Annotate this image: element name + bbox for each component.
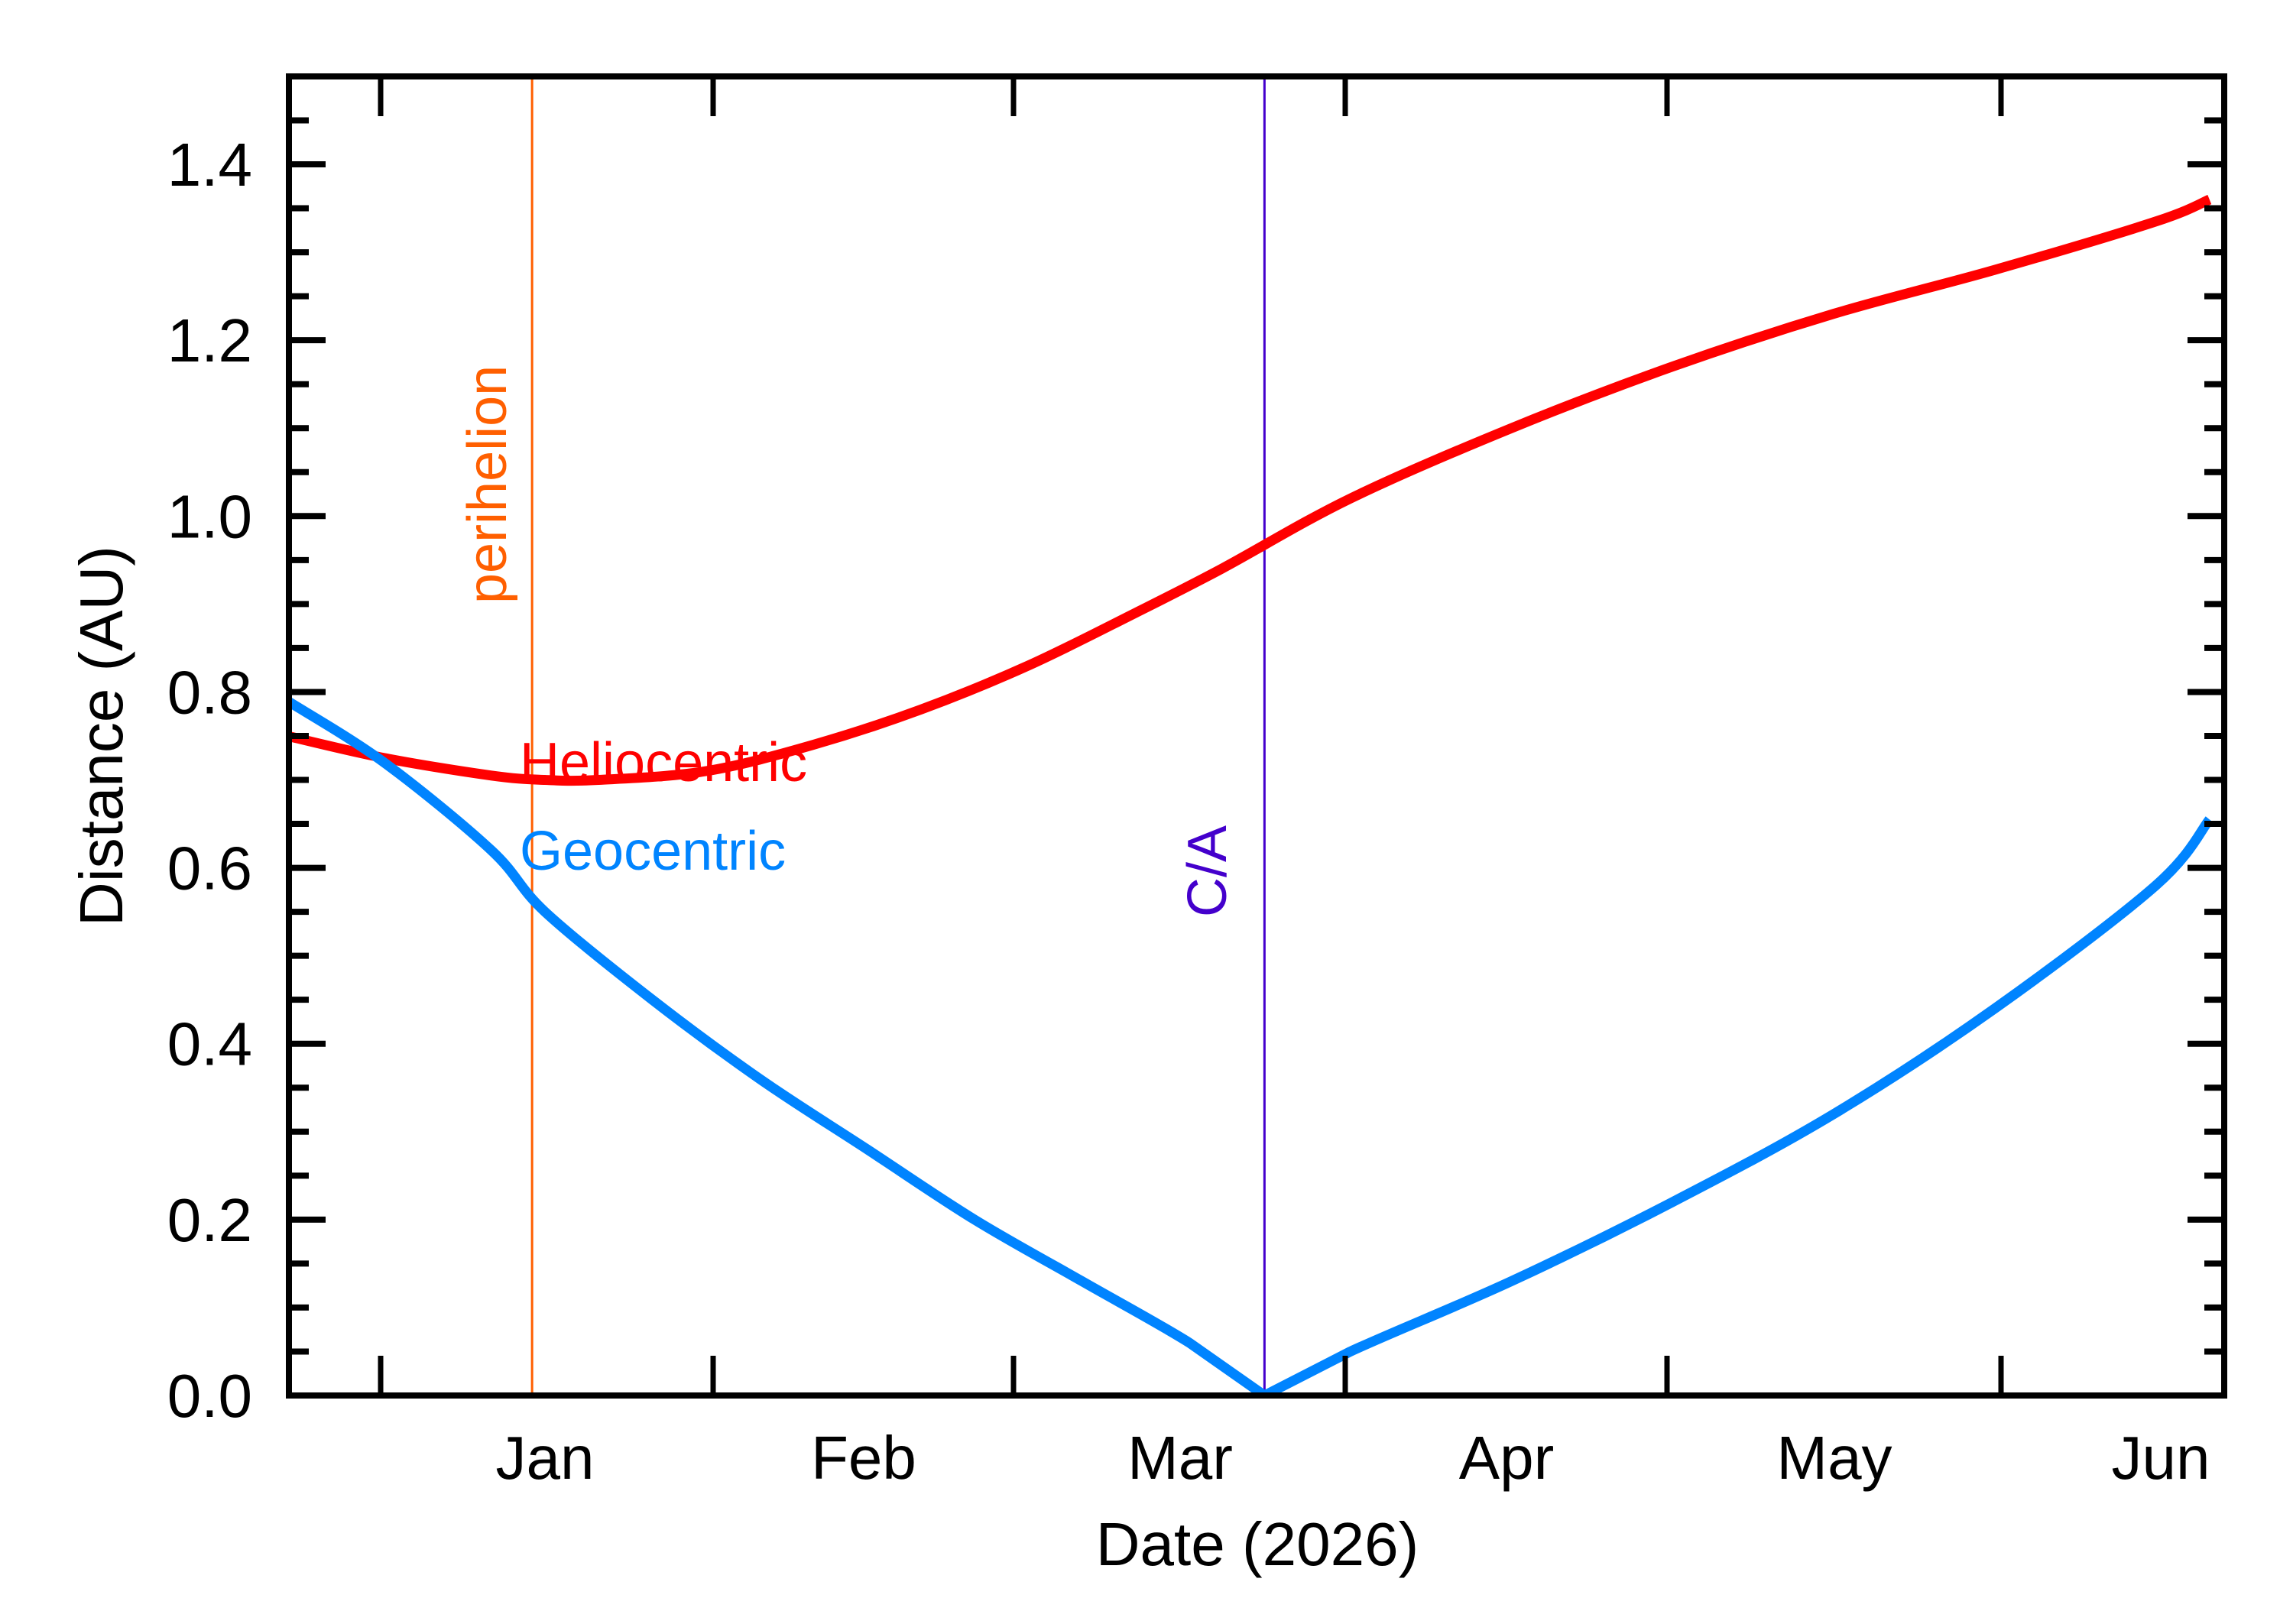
y-tick-label: 1.2: [167, 306, 252, 374]
geocentric-distance-line: [289, 696, 2214, 1395]
heliocentric-distance-line: [289, 195, 2212, 786]
x-tick-label: Feb: [811, 1424, 916, 1492]
legend-heliocentric: Heliocentric: [520, 732, 807, 793]
legend-geocentric: Geocentric: [520, 821, 786, 882]
y-tick-label: 0.8: [167, 658, 252, 726]
perihelion-label: perihelion: [457, 365, 518, 604]
y-axis-ticks: 0.0 0.2 0.4 0.6 0.8 1.0 1.2 1.4: [167, 73, 2224, 1430]
y-tick-label: 1.4: [167, 131, 252, 199]
y-axis-title: Distance (AU): [67, 546, 135, 926]
y-tick-label: 0.0: [167, 1362, 252, 1430]
x-axis-ticks: Jan Feb Mar Apr May Jun: [378, 76, 2210, 1492]
x-axis-title: Date (2026): [1096, 1510, 1419, 1578]
y-tick-label: 1.0: [167, 482, 252, 550]
annotation-labels: perihelion C/A Heliocentric Geocentric: [457, 365, 1238, 917]
x-tick-label: Jan: [496, 1424, 595, 1492]
x-tick-label: Apr: [1459, 1424, 1555, 1492]
x-tick-label: Jun: [2112, 1424, 2210, 1492]
y-tick-label: 0.4: [167, 1010, 252, 1078]
annotation-lines: [530, 76, 1266, 1395]
series-layer: [289, 195, 2214, 1395]
x-tick-label: Mar: [1127, 1424, 1233, 1492]
y-tick-label: 0.2: [167, 1186, 252, 1254]
ca-label: C/A: [1177, 825, 1238, 917]
x-tick-label: May: [1776, 1424, 1892, 1492]
y-tick-label: 0.6: [167, 835, 252, 903]
